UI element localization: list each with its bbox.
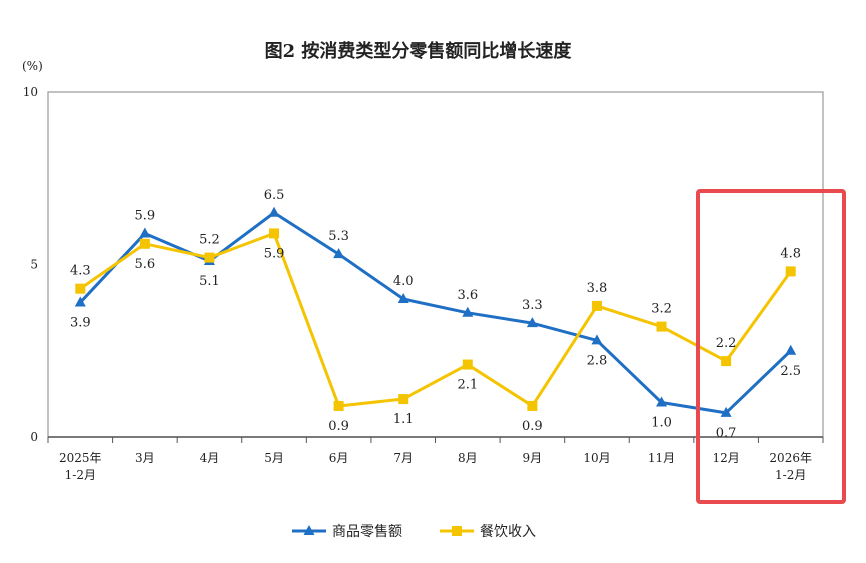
y-tick-label: 10 xyxy=(23,85,38,99)
x-tick-label: 10月 xyxy=(583,451,610,465)
data-label: 2.8 xyxy=(587,353,608,368)
x-tick-label: 12月 xyxy=(712,451,739,465)
legend: 商品零售额 餐饮收入 xyxy=(292,524,536,540)
data-label: 5.9 xyxy=(264,246,285,261)
x-tick-label: 11月 xyxy=(648,451,675,465)
y-tick-label: 0 xyxy=(30,430,38,444)
plot-border xyxy=(47,91,824,438)
data-labels: 3.9 5.9 5.1 6.5 5.3 4.0 3.6 3.3 2.8 1.0 0.7 2.5 4.3 5… xyxy=(70,188,801,441)
series-line-catering xyxy=(79,231,792,408)
legend-label: 餐饮收入 xyxy=(480,524,536,540)
data-label: 0.9 xyxy=(328,419,349,434)
x-tick-label: 1-2月 xyxy=(65,468,96,482)
data-label: 4.0 xyxy=(393,274,414,289)
square-marker xyxy=(269,228,280,239)
square-marker xyxy=(333,400,344,411)
y-tick-label: 5 xyxy=(30,258,38,272)
data-label: 2.1 xyxy=(457,378,478,393)
x-tick-label: 8月 xyxy=(458,451,478,465)
data-label: 5.2 xyxy=(199,233,220,248)
x-tick-label: 7月 xyxy=(393,451,413,465)
data-label: 2.2 xyxy=(716,336,737,351)
data-label: 0.9 xyxy=(522,419,543,434)
data-label: 6.5 xyxy=(264,188,285,203)
triangle-marker xyxy=(303,525,315,535)
legend-label: 商品零售额 xyxy=(332,524,402,540)
data-label: 1.0 xyxy=(651,416,672,431)
data-label: 5.1 xyxy=(199,274,220,289)
data-label: 2.5 xyxy=(780,364,801,379)
square-marker xyxy=(785,266,796,277)
x-tick-label: 2025年 xyxy=(59,451,102,465)
triangle-marker xyxy=(397,293,409,303)
data-label: 5.9 xyxy=(135,208,156,223)
x-tick-label: 4月 xyxy=(200,451,220,465)
triangle-marker xyxy=(526,317,538,328)
data-label: 0.7 xyxy=(716,426,737,441)
axes: 0 5 10 2025年 1-2月 3月 4月 5月 6月 7月 8月 9月 10月 11月 12月 2026… xyxy=(23,85,824,482)
square-marker xyxy=(139,238,150,249)
triangle-marker xyxy=(656,396,668,407)
data-label: 1.1 xyxy=(393,412,414,427)
square-marker xyxy=(656,321,667,332)
x-tick-label: 2026年 xyxy=(769,451,812,465)
triangle-marker xyxy=(333,248,345,259)
data-label: 5.3 xyxy=(328,229,349,244)
square-marker xyxy=(591,300,602,311)
series-layer xyxy=(74,206,797,417)
triangle-marker xyxy=(785,344,797,355)
data-label: 4.3 xyxy=(70,264,91,279)
square-marker xyxy=(452,526,462,536)
triangle-marker xyxy=(591,334,603,345)
triangle-marker xyxy=(268,206,280,217)
x-tick-label: 9月 xyxy=(523,451,543,465)
chart-title: 图2 按消费类型分零售额同比增长速度 xyxy=(265,40,573,62)
x-tick-label: 6月 xyxy=(329,451,349,465)
y-axis-unit: (%) xyxy=(22,59,43,73)
triangle-marker xyxy=(139,227,151,238)
square-marker xyxy=(398,394,409,405)
square-marker xyxy=(462,359,473,370)
triangle-marker xyxy=(462,306,474,317)
data-label: 3.8 xyxy=(587,281,608,296)
data-label: 5.6 xyxy=(135,257,156,272)
data-label: 4.8 xyxy=(780,246,801,261)
data-label: 3.3 xyxy=(522,298,543,313)
highlight-box xyxy=(696,189,846,504)
x-tick-label: 5月 xyxy=(264,451,284,465)
data-label: 3.9 xyxy=(70,315,91,330)
square-marker xyxy=(204,252,215,263)
x-tick-label: 1-2月 xyxy=(775,468,806,482)
data-label: 3.2 xyxy=(651,302,672,317)
x-tick-label: 3月 xyxy=(135,451,155,465)
triangle-marker xyxy=(720,406,732,417)
square-marker xyxy=(721,356,732,367)
square-marker xyxy=(527,400,538,411)
square-marker xyxy=(75,283,86,294)
data-label: 3.6 xyxy=(457,288,478,303)
triangle-marker xyxy=(74,296,86,307)
